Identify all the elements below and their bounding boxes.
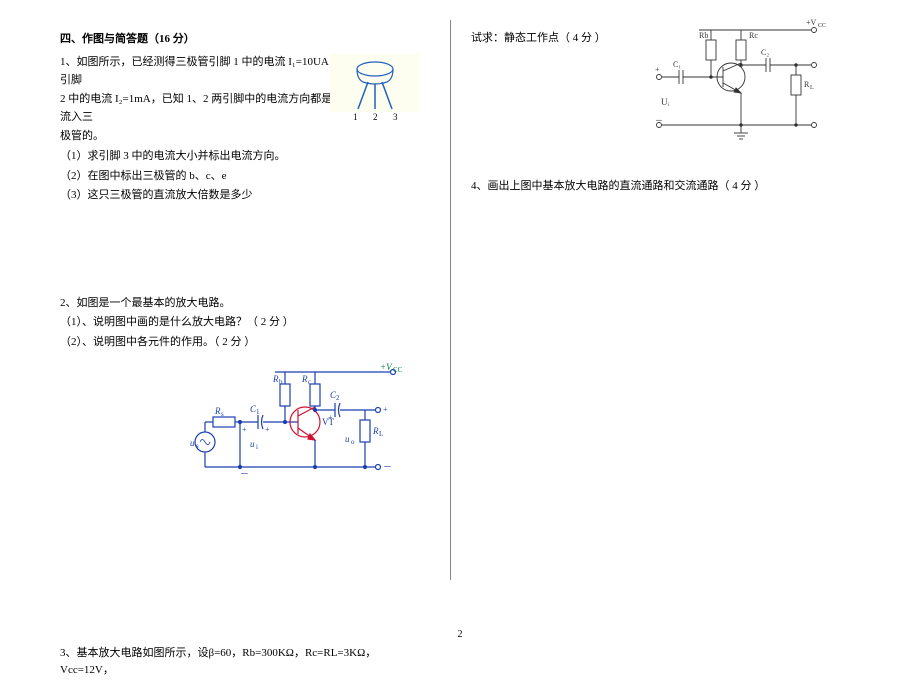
question-1: 1、如图所示，已经测得三极管引脚 1 中的电流 I₁=10UA，引脚 2 中的电… bbox=[60, 54, 430, 205]
q3-circuit-diagram: +V CC Rb Rc bbox=[621, 15, 841, 158]
question-2: 2、如图是一个最基本的放大电路。 （1）、说明图中画的是什么放大电路？（ 2 分… bbox=[60, 295, 430, 495]
svg-text:+: + bbox=[265, 425, 270, 434]
svg-text:u: u bbox=[190, 438, 195, 448]
q2-sub2: （2）、说明图中各元件的作用。（ 2 分 ） bbox=[60, 334, 430, 352]
svg-text:u: u bbox=[345, 434, 350, 444]
svg-text:C₂: C₂ bbox=[761, 48, 769, 57]
svg-text:s: s bbox=[196, 442, 199, 450]
section-title: 四、作图与简答题（16 分） bbox=[60, 30, 430, 46]
svg-text:+V: +V bbox=[806, 18, 817, 27]
q1-sub3: （3）这只三极管的直流放大倍数是多少 bbox=[60, 187, 340, 205]
q2-circuit-diagram: +V CC R b R c bbox=[180, 362, 430, 495]
q1-text-block: 1、如图所示，已经测得三极管引脚 1 中的电流 I₁=10UA，引脚 2 中的电… bbox=[60, 54, 340, 205]
svg-text:+V: +V bbox=[380, 362, 393, 372]
page-container: 四、作图与简答题（16 分） 1、如图所示，已经测得三极管引脚 1 中的电流 I… bbox=[0, 0, 920, 610]
page-number: 2 bbox=[458, 629, 463, 640]
svg-text:u: u bbox=[250, 439, 255, 449]
q1-transistor-icon: 1 2 3 bbox=[330, 54, 420, 129]
svg-text:Rc: Rc bbox=[749, 31, 758, 40]
svg-text:2: 2 bbox=[336, 394, 340, 402]
q2-sub1: （1）、说明图中画的是什么放大电路？（ 2 分 ） bbox=[60, 314, 430, 332]
q1-sub1: （1）求引脚 3 中的电流大小并标出电流方向。 bbox=[60, 148, 340, 166]
svg-text:R: R bbox=[214, 406, 221, 416]
svg-text:－: － bbox=[240, 469, 249, 479]
svg-text:+: + bbox=[328, 413, 333, 422]
q1-line3: 极管的。 bbox=[60, 128, 340, 146]
svg-text:+: + bbox=[383, 405, 388, 414]
svg-text:－: － bbox=[383, 462, 392, 472]
q4-text: 4、画出上图中基本放大电路的直流通路和交流通路（ 4 分 ） bbox=[471, 178, 871, 196]
svg-text:+: + bbox=[655, 65, 660, 74]
svg-text:s: s bbox=[221, 410, 224, 418]
svg-text:1: 1 bbox=[353, 112, 358, 122]
svg-text:c: c bbox=[308, 378, 311, 386]
svg-text:R: R bbox=[272, 374, 279, 384]
svg-text:b: b bbox=[279, 378, 283, 386]
right-column: 试求：静态工作点（ 4 分 ） +V CC Rb bbox=[451, 30, 871, 590]
svg-text:+: + bbox=[242, 425, 247, 434]
svg-text:Uᵢ: Uᵢ bbox=[661, 97, 669, 107]
q3-continued: 试求：静态工作点（ 4 分 ） +V CC Rb bbox=[471, 30, 871, 48]
svg-text:CC: CC bbox=[818, 23, 826, 29]
left-column: 四、作图与简答题（16 分） 1、如图所示，已经测得三极管引脚 1 中的电流 I… bbox=[60, 30, 450, 590]
svg-text:3: 3 bbox=[393, 112, 398, 122]
svg-text:L: L bbox=[379, 430, 383, 438]
svg-text:o: o bbox=[351, 438, 355, 446]
svg-text:Rb: Rb bbox=[699, 31, 708, 40]
svg-text:i: i bbox=[256, 443, 258, 451]
q2-line1: 2、如图是一个最基本的放大电路。 bbox=[60, 295, 430, 313]
q1-sub2: （2）在图中标出三极管的 b、c、e bbox=[60, 168, 340, 186]
svg-text:2: 2 bbox=[373, 112, 378, 122]
q1-line1: 1、如图所示，已经测得三极管引脚 1 中的电流 I₁=10UA，引脚 bbox=[60, 54, 340, 89]
svg-text:R: R bbox=[372, 426, 379, 436]
svg-text:1: 1 bbox=[256, 408, 260, 416]
svg-text:L: L bbox=[810, 85, 814, 91]
question-4: 4、画出上图中基本放大电路的直流通路和交流通路（ 4 分 ） bbox=[471, 178, 871, 196]
q1-line2: 2 中的电流 I₂=1mA，已知 1、2 两引脚中的电流方向都是流入三 bbox=[60, 91, 340, 126]
svg-text:R: R bbox=[301, 374, 308, 384]
svg-text:C₁: C₁ bbox=[673, 60, 681, 69]
svg-text:CC: CC bbox=[393, 366, 403, 374]
